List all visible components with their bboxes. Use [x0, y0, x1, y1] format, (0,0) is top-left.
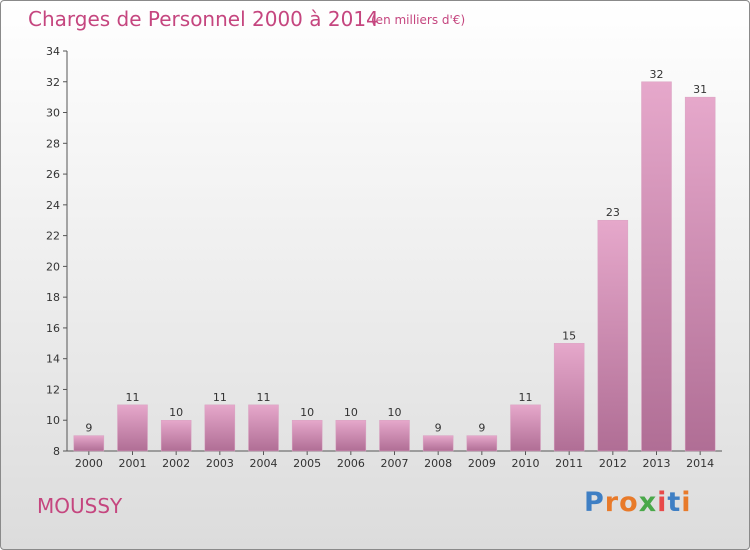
x-tick-label: 2014 — [686, 457, 714, 470]
x-tick-label: 2010 — [512, 457, 540, 470]
y-tick-label: 10 — [46, 414, 60, 427]
chart-title: Charges de Personnel 2000 à 2014 — [28, 7, 379, 31]
bar — [641, 81, 672, 452]
y-tick-label: 18 — [46, 291, 60, 304]
x-tick-label: 2002 — [162, 457, 190, 470]
bar — [335, 419, 367, 452]
data-label: 11 — [213, 391, 227, 404]
x-tick-label: 2003 — [206, 457, 234, 470]
logo-letter: x — [638, 487, 658, 518]
logo-letter: o — [619, 487, 639, 518]
data-label: 32 — [650, 68, 664, 81]
y-tick-label: 34 — [46, 45, 60, 58]
x-tick-label: 2005 — [293, 457, 321, 470]
proxiti-logo[interactable]: Proxiti — [584, 487, 692, 518]
data-label: 15 — [562, 329, 576, 342]
bar — [553, 343, 585, 452]
y-tick-label: 8 — [53, 445, 60, 458]
y-tick-label: 20 — [46, 260, 60, 273]
data-label: 10 — [388, 406, 402, 419]
data-label: 9 — [478, 422, 485, 435]
y-tick-label: 22 — [46, 230, 60, 243]
data-label: 31 — [693, 83, 707, 96]
data-label: 10 — [300, 406, 314, 419]
logo-letter: P — [584, 487, 605, 518]
commune-name: MOUSSY — [37, 494, 123, 518]
bar — [422, 435, 454, 452]
data-label: 10 — [344, 406, 358, 419]
y-tick-label: 24 — [46, 199, 60, 212]
data-labels: 9 11 10 11 11 10 10 10 9 9 11 15 23 32 31 — [85, 68, 707, 435]
data-label: 9 — [435, 422, 442, 435]
x-tick-label: 2008 — [424, 457, 452, 470]
x-tick-label: 2012 — [599, 457, 627, 470]
bar — [160, 419, 192, 452]
y-tick-label: 30 — [46, 107, 60, 120]
y-tick-label: 32 — [46, 76, 60, 89]
bar — [379, 419, 410, 452]
x-tick-label: 2006 — [337, 457, 365, 470]
x-tick-label: 2001 — [119, 457, 147, 470]
data-label: 11 — [257, 391, 271, 404]
y-tick-label: 16 — [46, 322, 60, 335]
x-axis: 2000 2001 2002 2003 2004 2005 2006 2007 2008 2009… — [67, 450, 722, 470]
y-axis: 8 10 12 14 16 18 20 22 24 26 28 30 32 34 — [46, 45, 68, 458]
bar — [248, 404, 279, 452]
x-tick-label: 2000 — [75, 457, 103, 470]
data-label: 10 — [169, 406, 183, 419]
bar — [510, 404, 541, 452]
y-tick-label: 12 — [46, 383, 60, 396]
bar — [466, 435, 498, 452]
bar — [204, 404, 236, 452]
bar — [73, 435, 105, 452]
bar — [291, 419, 323, 452]
logo-letter: r — [604, 487, 620, 518]
x-tick-label: 2009 — [468, 457, 496, 470]
chart-subtitle: (en milliers d'€) — [371, 13, 466, 27]
bars — [73, 81, 716, 452]
bar — [597, 219, 629, 452]
x-tick-label: 2013 — [643, 457, 671, 470]
data-label: 9 — [85, 422, 92, 435]
x-tick-label: 2007 — [381, 457, 409, 470]
logo-letter: t — [667, 487, 682, 518]
data-label: 23 — [606, 206, 620, 219]
x-tick-label: 2004 — [250, 457, 278, 470]
y-tick-label: 14 — [46, 353, 60, 366]
data-label: 11 — [519, 391, 533, 404]
y-tick-label: 26 — [46, 168, 60, 181]
bar — [117, 404, 148, 452]
data-label: 11 — [126, 391, 140, 404]
x-tick-label: 2011 — [555, 457, 583, 470]
bar — [684, 96, 716, 452]
y-tick-label: 28 — [46, 137, 60, 150]
logo-letter: i — [681, 487, 692, 518]
logo-letter: i — [657, 487, 668, 518]
